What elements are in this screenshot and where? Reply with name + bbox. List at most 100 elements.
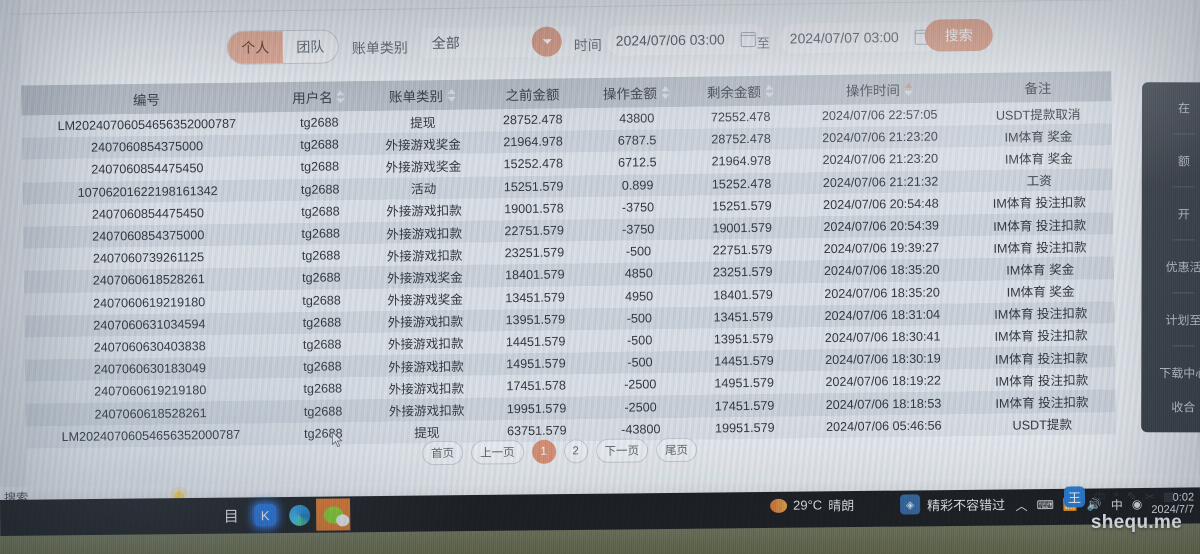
sort-icon[interactable] xyxy=(661,86,670,99)
date-to-value: 2024/07/07 03:00 xyxy=(789,29,899,47)
right-side-rail: 在 额 开 优惠活 计划至 下载中心 收合 xyxy=(1141,82,1200,433)
taskbar-weather-widget[interactable]: 29°C 晴朗 xyxy=(770,495,854,515)
cell-amount: -500 xyxy=(626,333,653,348)
cell-user: tg2688 xyxy=(301,226,341,241)
cell-amount: -500 xyxy=(627,355,653,370)
scope-segmented-control[interactable]: 个人 团队 xyxy=(226,29,340,65)
rail-item-promotions[interactable]: 优惠活 xyxy=(1165,260,1200,275)
taskbar-news-widget[interactable]: ◈ 精彩不容错过 xyxy=(899,493,1005,515)
clock-time: 0:02 xyxy=(1172,491,1195,504)
search-button[interactable]: 搜索 xyxy=(924,18,993,52)
calendar-icon[interactable] xyxy=(740,31,756,47)
page-next-button[interactable]: 下一页 xyxy=(595,438,649,464)
rail-item-2[interactable]: 额 xyxy=(1177,154,1190,169)
cell-user: tg2688 xyxy=(303,381,343,397)
ime-floating-bar: 王 中 ° ✎ ✂ ▦ xyxy=(1063,485,1175,508)
cell-id: 2407060619219180 xyxy=(94,383,207,399)
cell-amount: -2500 xyxy=(624,377,657,393)
rail-divider xyxy=(1172,345,1195,347)
page-last-button[interactable]: 尾页 xyxy=(655,437,698,463)
ime-logo-icon[interactable]: 王 xyxy=(1063,486,1085,508)
cell-id: 2407060854475450 xyxy=(91,206,205,222)
sort-icon[interactable] xyxy=(337,90,346,103)
cell-time: 2024/07/06 18:35:20 xyxy=(823,262,940,279)
cell-note: IM体育 投注扣款 xyxy=(994,329,1088,345)
page-number-1[interactable]: 1 xyxy=(531,439,556,464)
ime-mode-label[interactable]: 中 xyxy=(1092,490,1106,506)
cell-before: 17451.578 xyxy=(506,378,567,394)
col-header-time[interactable]: 操作时间 xyxy=(794,73,965,106)
segment-personal[interactable]: 个人 xyxy=(227,31,284,64)
cell-user: tg2688 xyxy=(300,137,339,153)
chevron-down-icon[interactable] xyxy=(531,26,562,57)
rail-item-3[interactable]: 开 xyxy=(1177,207,1190,222)
ime-tools-icon[interactable]: ✂ xyxy=(1144,489,1155,504)
rail-item-1[interactable]: 在 xyxy=(1177,101,1191,116)
cell-amount: -500 xyxy=(625,244,652,259)
col-header-note: 备注 xyxy=(964,71,1112,104)
col-header-amount[interactable]: 操作金额 xyxy=(586,76,687,109)
cell-category: 外接游戏奖金 xyxy=(387,292,463,308)
sort-icon[interactable] xyxy=(765,84,774,97)
cell-amount: 6712.5 xyxy=(617,155,657,171)
ime-keyboard-icon[interactable]: ▦ xyxy=(1162,488,1175,504)
cell-time: 2024/07/06 18:30:19 xyxy=(825,351,941,368)
edge-browser-icon[interactable] xyxy=(282,499,316,531)
rail-item-download-center[interactable]: 下载中心 xyxy=(1159,366,1200,381)
rail-item-collapse[interactable]: 收合 xyxy=(1171,400,1196,415)
cell-id: 2407060854375000 xyxy=(92,228,205,244)
cell-balance: 14951.579 xyxy=(714,376,775,391)
cell-amount: -3750 xyxy=(622,222,655,237)
cell-before: 13951.579 xyxy=(505,312,566,328)
task-view-icon[interactable]: 目 xyxy=(223,508,239,526)
col-header-balance[interactable]: 剩余金额 xyxy=(686,75,795,107)
sort-icon-active[interactable] xyxy=(904,82,913,95)
cell-user: tg2688 xyxy=(300,159,340,175)
cell-before: 19951.579 xyxy=(506,400,567,416)
cell-category: 外接游戏扣款 xyxy=(388,381,465,397)
rail-divider xyxy=(1172,239,1195,241)
cell-balance: 13951.579 xyxy=(713,331,774,347)
cell-category: 外接游戏扣款 xyxy=(386,248,463,264)
cell-balance: 72552.478 xyxy=(710,109,771,125)
page-number-2[interactable]: 2 xyxy=(563,439,588,464)
ime-punctuation-icon[interactable]: ° xyxy=(1113,489,1119,504)
col-header-user[interactable]: 用户名 xyxy=(271,81,367,113)
cell-id: 2407060630403838 xyxy=(93,339,206,355)
page-first-button[interactable]: 首页 xyxy=(421,440,464,466)
cell-balance: 15252.478 xyxy=(711,176,772,192)
segment-team[interactable]: 团队 xyxy=(296,38,325,55)
date-to-input[interactable]: 2024/07/07 03:00 xyxy=(778,20,941,55)
table-body: LM20240706054656352000787 tg2688 提现 28752.4… xyxy=(21,101,1116,449)
cell-amount: 43800 xyxy=(619,111,655,126)
weather-description: 晴朗 xyxy=(828,498,855,514)
cell-time: 2024/07/06 05:46:56 xyxy=(825,418,942,434)
kugou-app-icon[interactable]: K xyxy=(248,499,282,531)
weather-icon xyxy=(770,498,788,513)
cell-note: USDT提款 xyxy=(1012,418,1073,433)
chevron-up-icon[interactable]: ︿ xyxy=(1015,498,1028,513)
col-header-id: 编号 xyxy=(21,82,272,116)
cell-category: 外接游戏奖金 xyxy=(385,137,461,153)
col-label-balance: 剩余金额 xyxy=(706,84,762,101)
page-prev-button[interactable]: 上一页 xyxy=(470,440,524,465)
cell-id: 2407060618528261 xyxy=(94,405,207,422)
sort-icon[interactable] xyxy=(447,88,456,101)
cell-note: IM体育 投注扣款 xyxy=(992,195,1087,212)
rail-item-plan[interactable]: 计划至 xyxy=(1165,313,1200,328)
cell-category: 外接游戏奖金 xyxy=(385,159,462,175)
date-from-value: 2024/07/06 03:00 xyxy=(615,31,725,49)
wechat-app-icon[interactable] xyxy=(316,498,351,531)
pagination: 首页 上一页 1 2 下一页 尾页 xyxy=(421,436,742,466)
ime-pen-icon[interactable]: ✎ xyxy=(1126,489,1137,504)
cell-amount: 6787.5 xyxy=(617,133,657,149)
cell-user: tg2688 xyxy=(303,359,342,375)
col-header-category[interactable]: 账单类别 xyxy=(366,79,479,112)
rail-divider xyxy=(1172,133,1195,135)
date-from-input[interactable]: 2024/07/06 03:00 xyxy=(604,22,767,57)
cell-id: 2407060739261125 xyxy=(92,250,205,266)
keyboard-icon[interactable]: ⌨ xyxy=(1036,498,1054,513)
cell-balance: 13451.579 xyxy=(713,309,774,325)
weather-temperature: 29°C xyxy=(793,497,823,513)
cell-user: tg2688 xyxy=(301,270,341,286)
